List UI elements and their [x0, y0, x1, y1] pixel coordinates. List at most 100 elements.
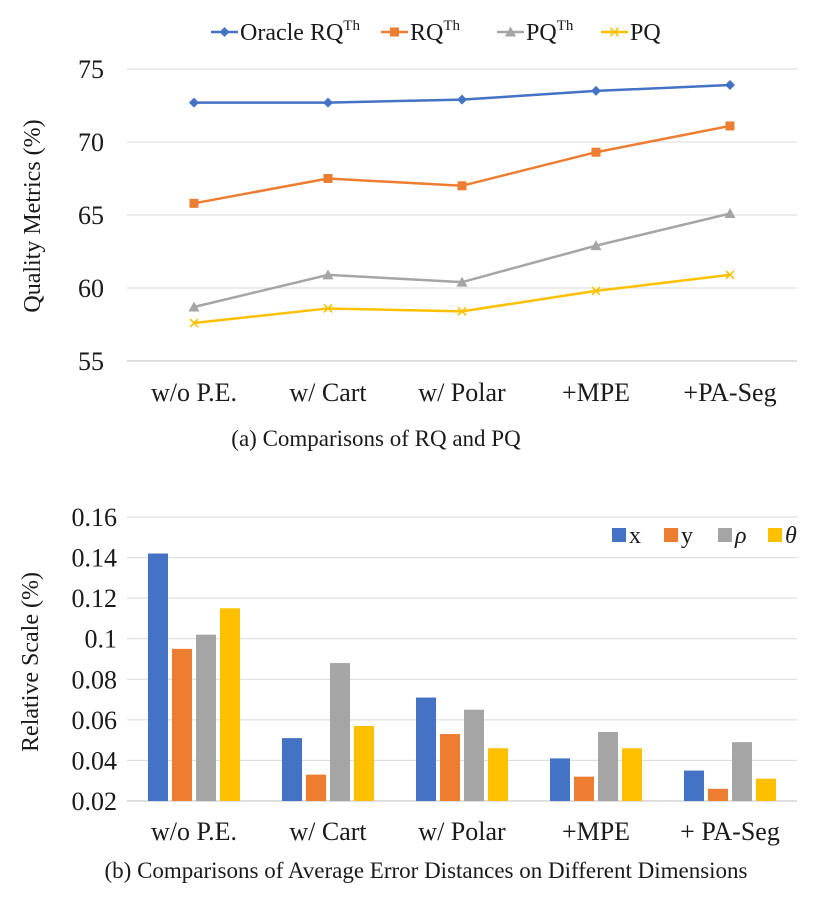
bar--w-polar [464, 709, 484, 801]
data-point [189, 318, 199, 328]
bar-y-pa-seg [708, 788, 728, 801]
bar-y-w-cart [306, 774, 326, 801]
bar--w-cart [354, 725, 374, 801]
bar--mpe [598, 732, 618, 801]
line-chart-legend: Oracle RQTh RQTh PQTh PQ [211, 18, 661, 46]
bar--w-cart [330, 663, 350, 801]
series-pq-3 [189, 270, 735, 328]
bar-y-mpe [574, 776, 594, 801]
bar--w-polar [488, 748, 508, 801]
data-point [591, 147, 601, 157]
data-point [456, 276, 468, 287]
x-tick-label: +MPE [562, 817, 630, 846]
x-tick-label: w/ Cart [289, 378, 367, 407]
legend-swatch [768, 528, 782, 542]
data-point [322, 269, 334, 280]
line-chart-caption: (a) Comparisons of RQ and PQ [231, 426, 521, 451]
legend-label: RQTh [410, 18, 461, 46]
y-tick-label: 65 [78, 201, 104, 230]
line-chart-series [188, 80, 736, 328]
legend-entry: y [664, 523, 693, 549]
bar--pa-seg [756, 778, 776, 801]
line-chart-y-ticks: 55 60 65 70 75 [78, 55, 104, 376]
bar-x-pa-seg [684, 770, 704, 801]
x-tick-label: w/ Polar [418, 378, 506, 407]
bar-chart-bars [148, 553, 776, 801]
legend-label: ρ [734, 523, 747, 549]
legend-entry: RQTh [381, 18, 461, 46]
bar-group-pa-seg [684, 742, 776, 801]
line-chart-x-ticks: w/o P.E. w/ Cart w/ Polar +MPE +PA-Seg [151, 378, 777, 407]
legend-label: PQ [630, 20, 661, 46]
data-point [457, 181, 467, 191]
y-tick-label: 0.16 [72, 503, 118, 532]
legend-swatch-marker [505, 26, 516, 37]
y-tick-label: 0.02 [72, 787, 118, 816]
x-tick-label: w/ Polar [418, 817, 506, 846]
series-pq-th-2 [188, 208, 736, 312]
legend-swatch [612, 528, 626, 542]
data-point [590, 240, 602, 251]
bar-x-w-cart [282, 738, 302, 801]
legend-label: x [629, 523, 641, 549]
series-line [193, 212, 731, 309]
data-point [188, 301, 200, 312]
legend-entry: PQTh [497, 18, 574, 46]
bar-group-w-polar [416, 697, 508, 801]
legend-label: Oracle RQTh [240, 18, 360, 46]
legend-entry: θ [768, 523, 797, 549]
series-rq-th-1 [189, 121, 735, 208]
data-point [457, 94, 467, 105]
y-tick-label: 0.14 [72, 544, 118, 573]
bar--pa-seg [732, 742, 752, 801]
y-tick-label: 70 [78, 128, 104, 157]
legend-entry: Oracle RQTh [211, 18, 360, 46]
bar-group-w-o-p-e [148, 553, 240, 801]
y-tick-label: 0.08 [72, 665, 118, 694]
bar-x-mpe [550, 758, 570, 801]
line-chart-y-axis-label: Quality Metrics (%) [20, 119, 46, 312]
x-marker-stroke [725, 270, 735, 280]
bar--mpe [622, 748, 642, 801]
data-point [457, 306, 467, 316]
legend-label: θ [785, 523, 797, 549]
x-tick-label: +PA-Seg [683, 378, 776, 407]
legend-swatch-marker [609, 27, 620, 37]
x-tick-label: +MPE [562, 378, 630, 407]
x-marker-stroke [189, 318, 199, 328]
x-tick-label: + PA-Seg [680, 817, 780, 846]
bar-chart-y-ticks: 0.02 0.04 0.06 0.08 0.1 0.12 0.14 0.16 [72, 503, 118, 816]
x-tick-label: w/o P.E. [151, 378, 237, 407]
legend-swatch-marker [219, 27, 230, 37]
legend-label: PQTh [526, 18, 574, 46]
x-tick-label: w/ Cart [289, 817, 367, 846]
data-point [724, 208, 736, 219]
legend-swatch [718, 528, 732, 542]
y-tick-label: 0.12 [72, 584, 118, 613]
line-chart-quality-metrics: 55 60 65 70 75 w/o P.E. w/ Cart w/ Polar +MPE +P… [20, 18, 797, 451]
line-chart-gridlines [127, 68, 797, 362]
bar-y-w-o-p-e [172, 648, 192, 801]
data-point [323, 174, 333, 183]
y-tick-label: 60 [78, 274, 104, 303]
bar-x-w-polar [416, 697, 436, 801]
data-point [591, 85, 601, 96]
bar-group-w-cart [282, 663, 374, 801]
x-tick-label: w/o P.E. [151, 817, 237, 846]
bar-x-w-o-p-e [148, 553, 168, 801]
x-marker-stroke [457, 306, 467, 316]
y-tick-label: 0.04 [72, 746, 118, 775]
legend-swatch-marker [390, 27, 399, 37]
bar-chart-x-ticks: w/o P.E. w/ Cart w/ Polar +MPE + PA-Seg [151, 817, 780, 846]
bar--w-o-p-e [220, 608, 240, 801]
data-point [323, 97, 333, 108]
y-tick-label: 75 [78, 55, 104, 84]
y-tick-label: 0.06 [72, 706, 118, 735]
data-point [591, 286, 601, 296]
bar--w-o-p-e [196, 634, 216, 801]
data-point [189, 198, 199, 208]
data-point [725, 121, 735, 131]
data-point [323, 303, 333, 314]
